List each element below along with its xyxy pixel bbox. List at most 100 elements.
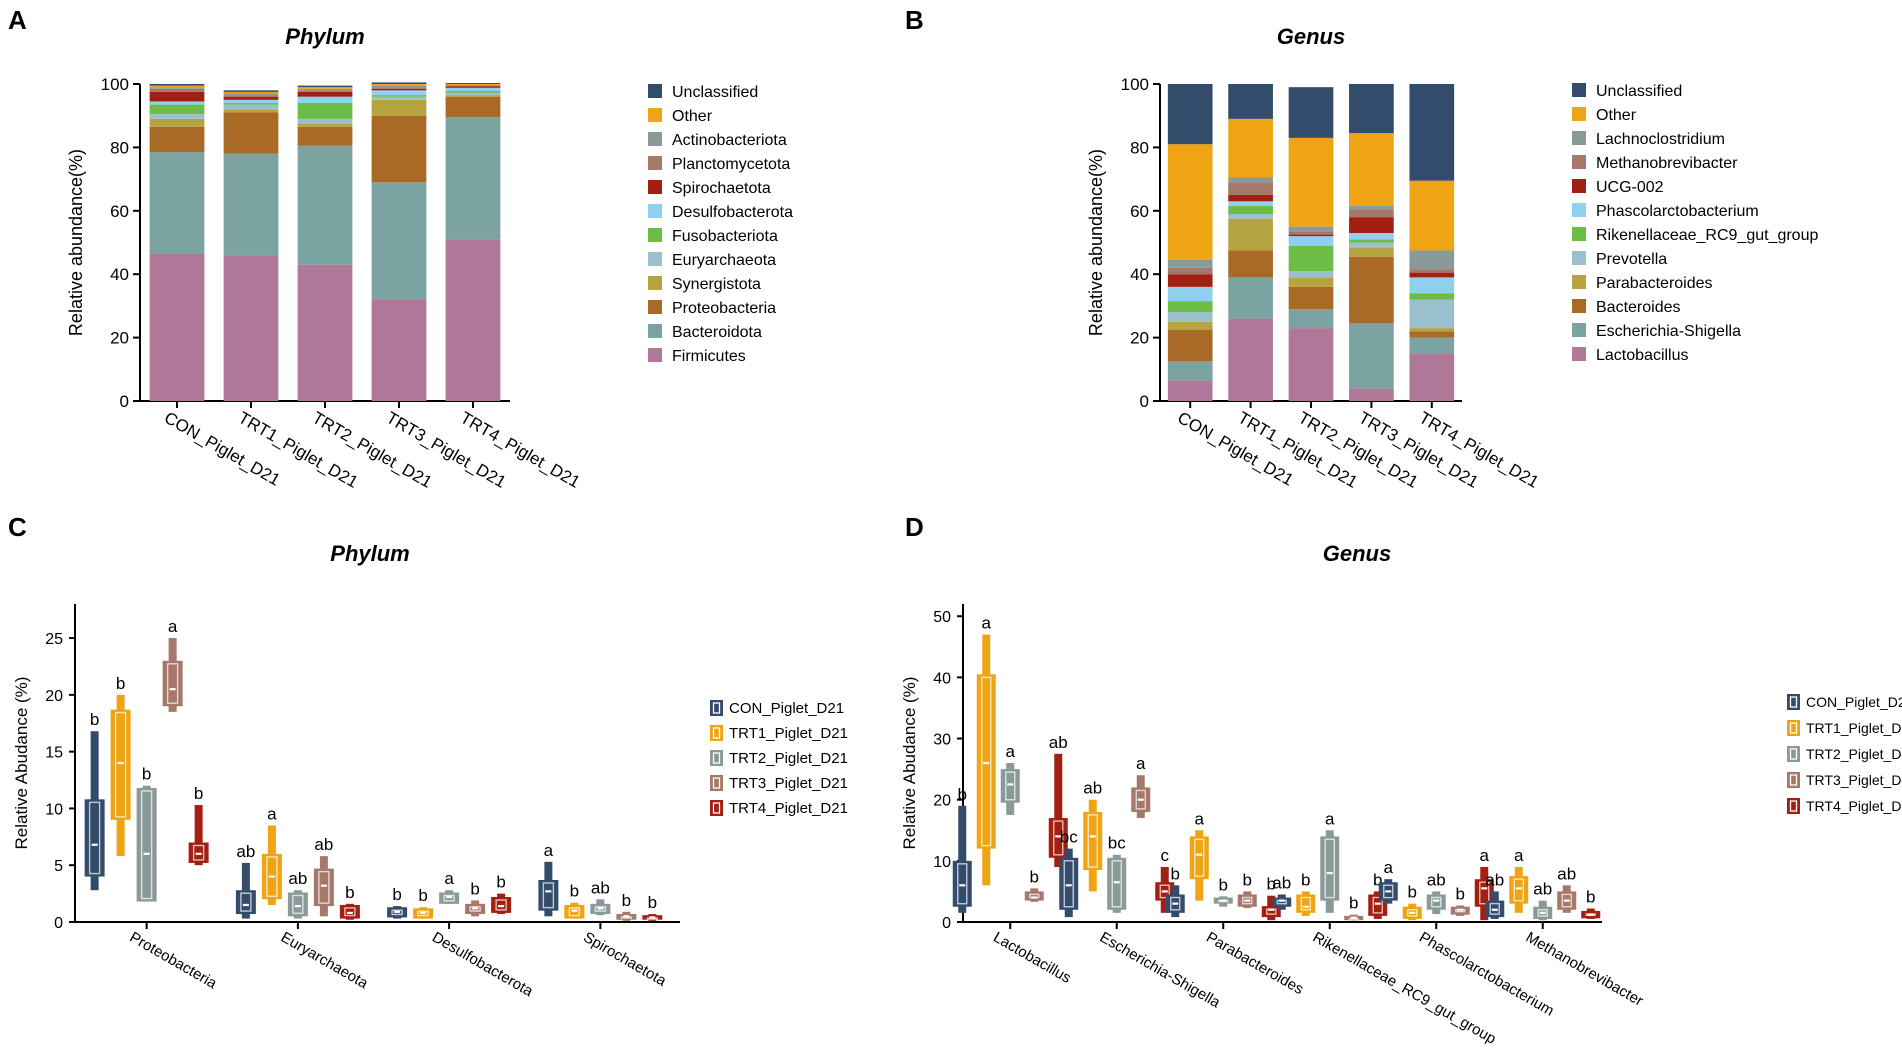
bar-segment-lachnoclostridium-5 — [1409, 250, 1455, 270]
y-tick-label: 0 — [54, 915, 63, 932]
bar-segment-synergistota-3 — [297, 123, 353, 127]
x-tick-label: TRT3_Piglet_D21 — [383, 408, 509, 492]
legend-label-trt1-piglet-d21: TRT1_Piglet_D21 — [729, 725, 848, 742]
legend-swatch-phascolarctobacterium — [1572, 203, 1586, 217]
legend-label-firmicutes: Firmicutes — [672, 348, 746, 365]
significance-label-methanobrevibacter-trt1-piglet-d21: a — [1514, 846, 1524, 865]
legend-label-unclassified: Unclassified — [672, 84, 758, 101]
bar-segment-synergistota-2 — [223, 109, 279, 113]
legend-swatch-unclassified — [1572, 83, 1586, 97]
significance-label-methanobrevibacter-trt4-piglet-d21: b — [1586, 888, 1595, 907]
significance-label-desulfobacterota-con-piglet-d21: b — [392, 885, 401, 904]
box-inner-desulfobacterota-trt3-piglet-d21 — [469, 906, 481, 912]
y-axis-label: Relative Abudance (%) — [900, 677, 919, 850]
significance-label-spirochaetota-trt1-piglet-d21: b — [570, 882, 579, 901]
legend-label-spirochaetota: Spirochaetota — [672, 180, 771, 197]
bar-segment-other-2 — [223, 91, 279, 94]
bar-segment-desulfobacterota-3 — [297, 96, 353, 104]
significance-label-proteobacteria-trt2-piglet-d21: b — [142, 765, 151, 784]
significance-label-euryarchaeota-con-piglet-d21: ab — [236, 842, 255, 861]
bar-segment-prevotella-5 — [1409, 299, 1455, 329]
box-body-phascolarctobacterium-trt2-piglet-d21 — [1426, 894, 1446, 910]
significance-label-desulfobacterota-trt1-piglet-d21: b — [418, 886, 427, 905]
bar-segment-synergistota-4 — [371, 99, 427, 116]
legend-label-ucg-002: UCG-002 — [1596, 179, 1664, 196]
box-body-escherichia-shigella-trt1-piglet-d21 — [1083, 811, 1103, 871]
bar-segment-unclassified-1 — [1167, 84, 1213, 145]
bar-segment-rikenellaceae-rc9-gut-group-5 — [1409, 293, 1455, 300]
significance-label-lactobacillus-trt4-piglet-d21: ab — [1049, 733, 1068, 752]
bar-segment-actinobacteriota-1 — [149, 87, 205, 89]
bar-segment-proteobacteria-1 — [149, 126, 205, 153]
bar-segment-other-4 — [371, 84, 427, 86]
bar-segment-parabacteroides-4 — [1349, 247, 1394, 257]
significance-label-proteobacteria-trt4-piglet-d21: b — [194, 784, 203, 803]
significance-label-rikenellaceae-rc9-gut-group-trt4-piglet-d21: b — [1373, 870, 1382, 889]
bar-segment-lachnoclostridium-3 — [1288, 226, 1334, 232]
legend-label-trt3-piglet-d21: TRT3_Piglet_D21 — [729, 775, 848, 792]
bar-segment-methanobrevibacter-5 — [1409, 269, 1455, 273]
bar-segment-phascolarctobacterium-3 — [1288, 236, 1334, 246]
bar-segment-phascolarctobacterium-1 — [1167, 286, 1213, 302]
legend-label-trt1-piglet-d21: TRT1_Piglet_D21 — [1806, 720, 1902, 736]
bar-segment-other-5 — [1409, 180, 1455, 251]
legend-label-prevotella: Prevotella — [1596, 251, 1667, 268]
legend-label-trt3-piglet-d21: TRT3_Piglet_D21 — [1806, 772, 1902, 788]
legend-swatch-proteobacteria — [648, 300, 662, 314]
bar-segment-spirochaetota-2 — [223, 96, 279, 100]
bar-segment-bacteroidota-4 — [371, 182, 427, 300]
bar-segment-methanobrevibacter-1 — [1167, 267, 1213, 275]
bar-segment-planctomycetota-5 — [445, 85, 501, 87]
bar-segment-synergistota-1 — [149, 118, 205, 127]
bar-segment-firmicutes-2 — [223, 255, 279, 401]
y-tick-label: 100 — [1121, 75, 1149, 94]
bar-segment-fusobacteriota-3 — [297, 103, 353, 119]
legend-swatch-inner-trt4-piglet-d21 — [712, 802, 721, 814]
bar-segment-synergistota-5 — [445, 95, 501, 97]
y-tick-label: 0 — [1140, 392, 1149, 411]
bar-segment-fusobacteriota-1 — [149, 104, 205, 115]
legend-swatch-firmicutes — [648, 348, 662, 362]
box-whisker-lactobacillus-con-piglet-d21 — [958, 805, 967, 913]
box-inner-phascolarctobacterium-con-piglet-d21 — [1383, 884, 1394, 899]
significance-label-methanobrevibacter-trt3-piglet-d21: ab — [1557, 864, 1576, 883]
legend-label-parabacteroides: Parabacteroides — [1596, 275, 1713, 292]
bar-segment-other-3 — [1288, 137, 1334, 227]
bar-segment-phascolarctobacterium-4 — [1349, 232, 1394, 240]
box-body-lactobacillus-trt2-piglet-d21 — [1000, 769, 1020, 803]
significance-label-phascolarctobacterium-trt4-piglet-d21: a — [1480, 846, 1490, 865]
significance-label-euryarchaeota-trt2-piglet-d21: ab — [288, 869, 307, 888]
legend-label-unclassified: Unclassified — [1596, 83, 1682, 100]
box-body-euryarchaeota-trt4-piglet-d21 — [339, 904, 360, 919]
legend-label-trt4-piglet-d21: TRT4_Piglet_D21 — [1806, 798, 1902, 814]
significance-label-phascolarctobacterium-trt3-piglet-d21: b — [1456, 884, 1465, 903]
box-inner-parabacteroides-con-piglet-d21 — [1170, 896, 1181, 911]
significance-label-phascolarctobacterium-trt2-piglet-d21: ab — [1427, 870, 1446, 889]
bar-segment-actinobacteriota-4 — [371, 85, 427, 88]
box-inner-escherichia-shigella-trt3-piglet-d21 — [1135, 789, 1146, 810]
box-inner-lactobacillus-trt2-piglet-d21 — [1005, 771, 1016, 801]
legend-label-bacteroidota: Bacteroidota — [672, 324, 762, 341]
panel-letter-a: A — [8, 5, 27, 35]
x-tick-label: TRT2_Piglet_D21 — [309, 408, 435, 492]
bar-segment-ucg-002-5 — [1409, 272, 1455, 278]
bar-segment-desulfobacterota-4 — [371, 90, 427, 96]
bar-segment-parabacteroides-3 — [1288, 277, 1334, 287]
significance-label-lactobacillus-trt1-piglet-d21: a — [982, 614, 992, 633]
legend-label-other: Other — [1596, 107, 1637, 124]
bar-segment-ucg-002-2 — [1228, 194, 1273, 202]
bar-segment-euryarchaeota-1 — [149, 114, 205, 119]
bar-segment-spirochaetota-1 — [149, 91, 205, 102]
legend-label-rikenellaceae-rc9-gut-group: Rikenellaceae_RC9_gut_group — [1596, 227, 1818, 244]
box-body-escherichia-shigella-trt2-piglet-d21 — [1107, 857, 1127, 910]
bar-segment-other-4 — [1349, 133, 1394, 207]
box-inner-escherichia-shigella-trt2-piglet-d21 — [1111, 860, 1122, 908]
box-inner-proteobacteria-trt4-piglet-d21 — [192, 844, 205, 861]
x-tick-label: Desulfobacterota — [429, 929, 536, 1001]
bar-segment-bacteroides-2 — [1228, 250, 1273, 278]
panel-d: Genus Relative Abudance (%) 0 10 20 30 40 50 Lac… — [900, 541, 1902, 1048]
legend-swatch-fusobacteriota — [648, 228, 662, 242]
legend-swatch-inner-trt3-piglet-d21 — [1789, 774, 1798, 786]
box-inner-escherichia-shigella-con-piglet-d21 — [1063, 860, 1074, 908]
bar-segment-firmicutes-5 — [445, 239, 501, 401]
